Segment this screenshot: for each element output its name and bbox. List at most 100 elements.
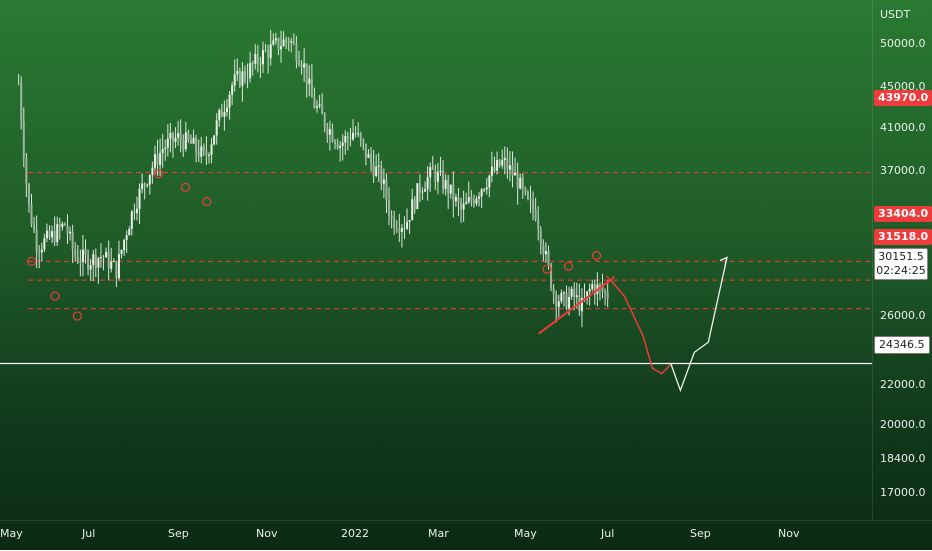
candle-body <box>506 157 509 170</box>
candle-body <box>562 292 565 294</box>
candle-body <box>33 224 36 231</box>
candle-body <box>177 133 180 138</box>
candle-body <box>411 199 414 221</box>
candle-body <box>475 198 478 204</box>
candle-body <box>292 41 295 44</box>
candle-body <box>210 144 213 155</box>
candle-body <box>503 157 506 160</box>
candle-body <box>591 284 594 289</box>
candle-body <box>480 189 483 197</box>
candle-body <box>436 172 439 182</box>
candle-body <box>331 129 334 142</box>
candle-body <box>110 261 113 269</box>
candle-body <box>552 288 555 295</box>
candle-body <box>125 235 128 240</box>
y-tick-label: 50000.0 <box>880 37 926 50</box>
candle-body <box>452 184 455 202</box>
candle-body <box>418 183 421 193</box>
candle-body <box>153 154 156 168</box>
candle-body <box>107 251 110 269</box>
candle-body <box>426 177 429 190</box>
candle-body <box>35 230 38 253</box>
candle-body <box>598 284 601 287</box>
candle-body <box>570 288 573 297</box>
candle-body <box>310 78 313 98</box>
candle-body <box>521 177 524 189</box>
candle-body <box>30 204 33 225</box>
candle-body <box>393 217 396 229</box>
candle-body <box>323 114 326 128</box>
candle-body <box>123 239 126 251</box>
candle-body <box>228 94 231 108</box>
swing-mark <box>563 261 574 271</box>
candle-body <box>135 208 138 214</box>
candle-body <box>225 107 228 113</box>
candle-body <box>166 138 169 148</box>
candles-layer <box>17 29 609 328</box>
candle-body <box>352 132 355 140</box>
candle-body <box>143 183 146 185</box>
candle-body <box>99 256 102 259</box>
candle-body <box>588 288 591 292</box>
x-tick-label: Nov <box>778 527 800 540</box>
price-axis-unit: USDT <box>880 8 911 21</box>
candle-body <box>424 189 427 192</box>
candle-body <box>439 170 442 173</box>
candle-body <box>81 249 84 263</box>
candle-body <box>231 85 234 95</box>
candle-body <box>501 159 504 166</box>
candle-body <box>151 167 154 175</box>
swing-mark <box>27 256 37 266</box>
candle-body <box>568 296 571 309</box>
candle-body <box>233 74 236 86</box>
candle-body <box>431 167 434 170</box>
candle-body <box>207 154 210 156</box>
candle-body <box>94 254 97 268</box>
level-badge-43970: 43970.0 <box>874 90 932 106</box>
candle-body <box>27 184 30 205</box>
candle-body <box>274 38 277 41</box>
candle-body <box>532 199 535 210</box>
candle-body <box>89 265 92 270</box>
x-tick-label: Mar <box>428 527 449 540</box>
candle-body <box>115 261 118 279</box>
candle-body <box>61 223 64 228</box>
candle-body <box>269 44 272 59</box>
candle-body <box>318 104 321 107</box>
candle-body <box>280 46 283 50</box>
candle-body <box>465 202 468 204</box>
candle-body <box>71 231 74 250</box>
candle-body <box>102 256 105 258</box>
candle-body <box>529 198 532 200</box>
candle-body <box>367 154 370 158</box>
candle-body <box>197 151 200 157</box>
candle-body <box>187 132 190 140</box>
projection-path-up <box>670 257 728 393</box>
candle-body <box>519 177 522 189</box>
candle-body <box>472 200 475 204</box>
candle-body <box>285 39 288 42</box>
candle-body <box>560 292 563 302</box>
current-price-value: 30151.5 <box>878 250 924 263</box>
y-tick-label: 37000.0 <box>880 164 926 177</box>
candle-body <box>444 179 447 190</box>
candle-body <box>457 196 460 203</box>
candle-body <box>141 183 144 189</box>
candle-body <box>308 78 311 84</box>
candle-body <box>159 152 162 165</box>
candle-body <box>20 83 23 122</box>
projection-arrowhead <box>719 256 728 266</box>
candle-body <box>478 196 481 199</box>
candle-body <box>66 225 69 234</box>
time-axis[interactable] <box>0 520 932 551</box>
candle-body <box>246 78 249 80</box>
x-tick-label: Jul <box>82 527 96 540</box>
candle-body <box>223 112 226 117</box>
candle-body <box>496 160 499 171</box>
candle-body <box>295 43 298 61</box>
candle-body <box>539 229 542 245</box>
candle-body <box>45 230 48 239</box>
candle-body <box>524 188 527 193</box>
